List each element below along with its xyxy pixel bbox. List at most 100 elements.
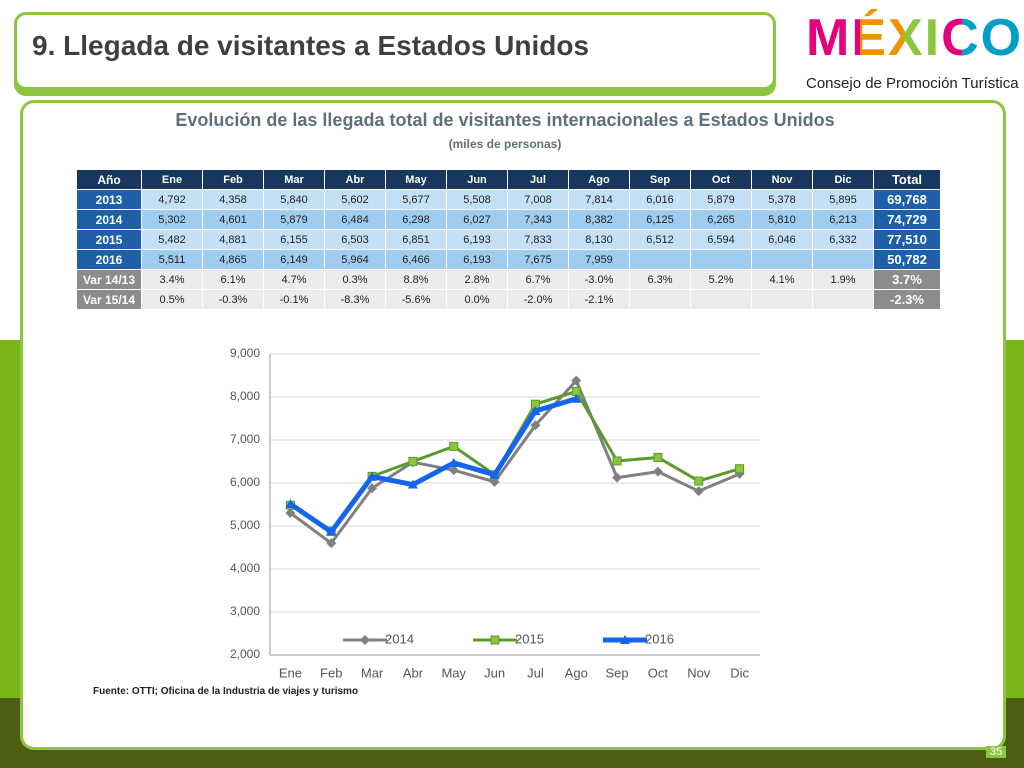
point (612, 456, 622, 466)
table-cell: 8,130 (568, 229, 630, 250)
point (694, 476, 704, 486)
x-tick-label: Mar (361, 665, 384, 680)
y-tick-label: 3,000 (230, 604, 260, 618)
legend-label: 2016 (645, 631, 674, 646)
table-cell (812, 249, 874, 270)
legend-marker (620, 635, 630, 644)
table-cell: 6,125 (629, 209, 691, 230)
table-cell: 7,959 (568, 249, 630, 270)
point (367, 483, 378, 494)
source: Fuente: OTTI; Oficina de la Industria de… (93, 686, 359, 697)
series-line (289, 396, 577, 535)
legend-label: 2014 (385, 631, 414, 646)
table-cell: -5.6% (385, 289, 447, 310)
point (530, 420, 541, 431)
table-row: Año Ene Feb Mar Abr May Jun Jul Ago Sep Oct Nov Dic T… (76, 169, 941, 190)
x-tick-label: Feb (320, 665, 342, 680)
table-cell: 5,964 (324, 249, 386, 270)
table-cell: -0.1% (263, 289, 325, 310)
table-cell (629, 289, 691, 310)
table-cell: 5,482 (141, 229, 203, 250)
table-cell: -2.3% (873, 289, 941, 310)
point (693, 486, 704, 497)
y-tick-label: 5,000 (230, 518, 260, 532)
table-cell: 4,601 (202, 209, 264, 230)
legend-marker (360, 635, 370, 645)
x-tick-label: Ene (279, 665, 302, 680)
point (407, 479, 418, 489)
x-tick-label: Sep (606, 665, 629, 680)
point (285, 499, 296, 509)
table-cell: 6,332 (812, 229, 874, 250)
point (285, 508, 296, 519)
legend-marker (490, 635, 500, 645)
table-cell: 6,193 (446, 249, 508, 270)
x-tick-label: Jun (484, 665, 505, 680)
point (612, 472, 623, 483)
x-tick-label: Dic (730, 665, 749, 680)
table-row: Var 15/14 0.5% -0.3% -0.1% -8.3% -5.6% 0.0% -2.… (76, 289, 941, 310)
table-cell (812, 289, 874, 310)
table-cell: 2.8% (446, 269, 508, 290)
point (489, 476, 500, 487)
table-cell: 7,833 (507, 229, 569, 250)
table-cell: Var 15/14 (76, 289, 142, 310)
table-cell: Abr (324, 169, 386, 190)
table-row: 2015 5,482 4,881 6,155 6,503 6,851 6,193 7,833 8… (76, 229, 941, 250)
x-tick-label: Jul (527, 665, 544, 680)
table-cell: 5,508 (446, 189, 508, 210)
table-cell: Oct (690, 169, 752, 190)
table-cell: 74,729 (873, 209, 941, 230)
table-cell: 7,675 (507, 249, 569, 270)
point (448, 465, 459, 476)
table-cell: 7,008 (507, 189, 569, 210)
point (735, 464, 745, 474)
x-tick-label: Oct (648, 665, 669, 680)
table-cell: 3.4% (141, 269, 203, 290)
page-title: 9. Llegada de visitantes a Estados Unido… (32, 30, 590, 61)
logo: MÉXICO (806, 9, 1024, 67)
table-cell: -0.3% (202, 289, 264, 310)
table-cell: -3.0% (568, 269, 630, 290)
table-cell: Año (76, 169, 142, 190)
table-cell: 2013 (76, 189, 142, 210)
page-number: 35 (986, 746, 1007, 758)
point (571, 393, 582, 403)
table-cell: 2016 (76, 249, 142, 270)
point (326, 526, 337, 536)
point (448, 457, 459, 467)
y-tick-label: 9,000 (230, 346, 260, 360)
table-cell: Jun (446, 169, 508, 190)
table-cell: 6,016 (629, 189, 691, 210)
table-cell: 5,302 (141, 209, 203, 230)
x-tick-label: Ago (565, 665, 588, 680)
table-cell: 6,046 (751, 229, 813, 250)
y-tick-label: 8,000 (230, 389, 260, 403)
table-cell: 6,298 (385, 209, 447, 230)
table-cell: 77,510 (873, 229, 941, 250)
point (326, 538, 337, 549)
series-line (289, 379, 741, 545)
y-tick-label: 7,000 (230, 432, 260, 446)
point (571, 375, 582, 386)
table-cell: 6,466 (385, 249, 447, 270)
table-cell: 7,814 (568, 189, 630, 210)
x-tick-label: Nov (687, 665, 711, 680)
table-cell: 69,768 (873, 189, 941, 210)
title-box (14, 12, 776, 90)
table-cell (690, 289, 752, 310)
table-cell (629, 249, 691, 270)
table-cell: Total (873, 169, 941, 190)
legend-label: 2015 (515, 631, 544, 646)
table-cell: -2.0% (507, 289, 569, 310)
table-cell: 6,594 (690, 229, 752, 250)
table-cell: 6,503 (324, 229, 386, 250)
data-table: Año Ene Feb Mar Abr May Jun Jul Ago Sep Oct Nov Dic T… (76, 169, 941, 310)
table-cell: 6,149 (263, 249, 325, 270)
table-row: Var 14/13 3.4% 6.1% 4.7% 0.3% 8.8% 2.8% 6.7% -3.… (76, 269, 941, 290)
table-cell: 5,810 (751, 209, 813, 230)
table-cell: 6,193 (446, 229, 508, 250)
table-cell: 5,895 (812, 189, 874, 210)
logo-subtitle: Consejo de Promoción Turística (806, 75, 1019, 92)
